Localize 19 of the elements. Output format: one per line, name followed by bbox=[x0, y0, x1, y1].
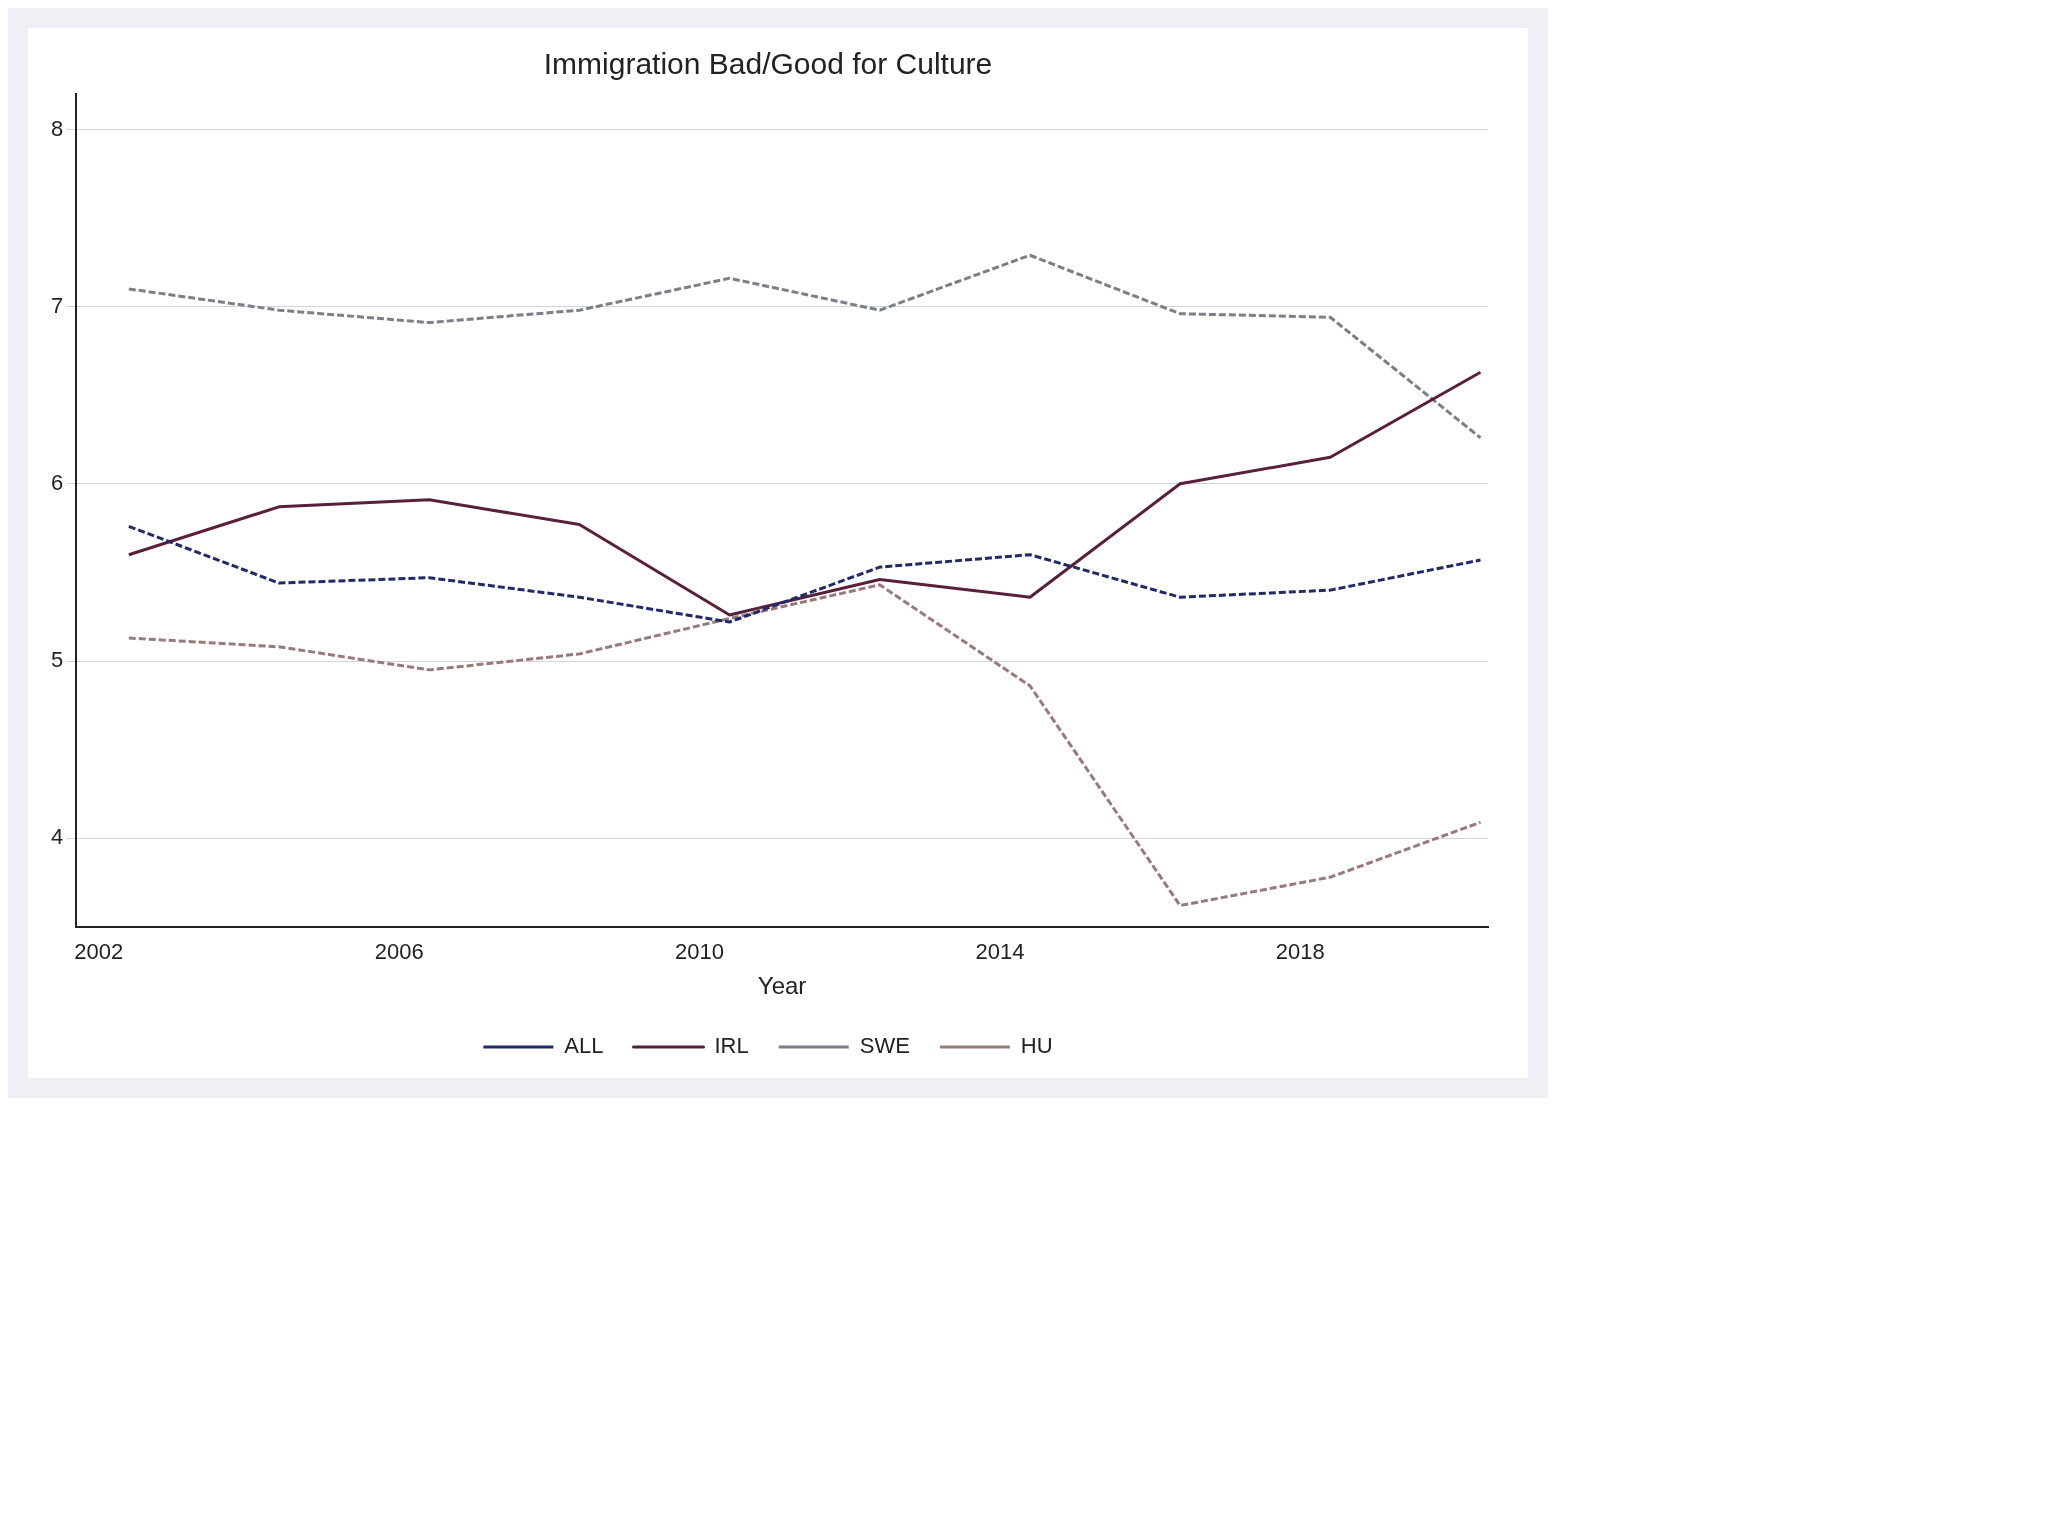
y-tick-label: 7 bbox=[50, 292, 64, 318]
line-series bbox=[127, 253, 1482, 440]
y-tick-label: 5 bbox=[50, 647, 64, 673]
x-tick-label: 2018 bbox=[1275, 939, 1325, 965]
legend-label: ALL bbox=[564, 1033, 604, 1059]
legend-label: SWE bbox=[859, 1033, 910, 1059]
x-tick-label: 2014 bbox=[975, 939, 1025, 965]
x-tick-label: 2002 bbox=[74, 939, 124, 965]
legend-label: IRL bbox=[714, 1033, 749, 1059]
x-axis-title: Year bbox=[757, 972, 807, 1000]
y-tick-label: 4 bbox=[50, 824, 64, 850]
line-series bbox=[127, 583, 1482, 908]
y-tick-label: 8 bbox=[50, 115, 64, 141]
x-tick-label: 2006 bbox=[374, 939, 424, 965]
line-series bbox=[127, 524, 1482, 624]
legend-label: HU bbox=[1020, 1033, 1053, 1059]
x-tick-label: 2010 bbox=[675, 939, 724, 965]
y-tick-label: 6 bbox=[50, 469, 64, 495]
chart-title: Immigration Bad/Good for Culture bbox=[543, 47, 993, 81]
